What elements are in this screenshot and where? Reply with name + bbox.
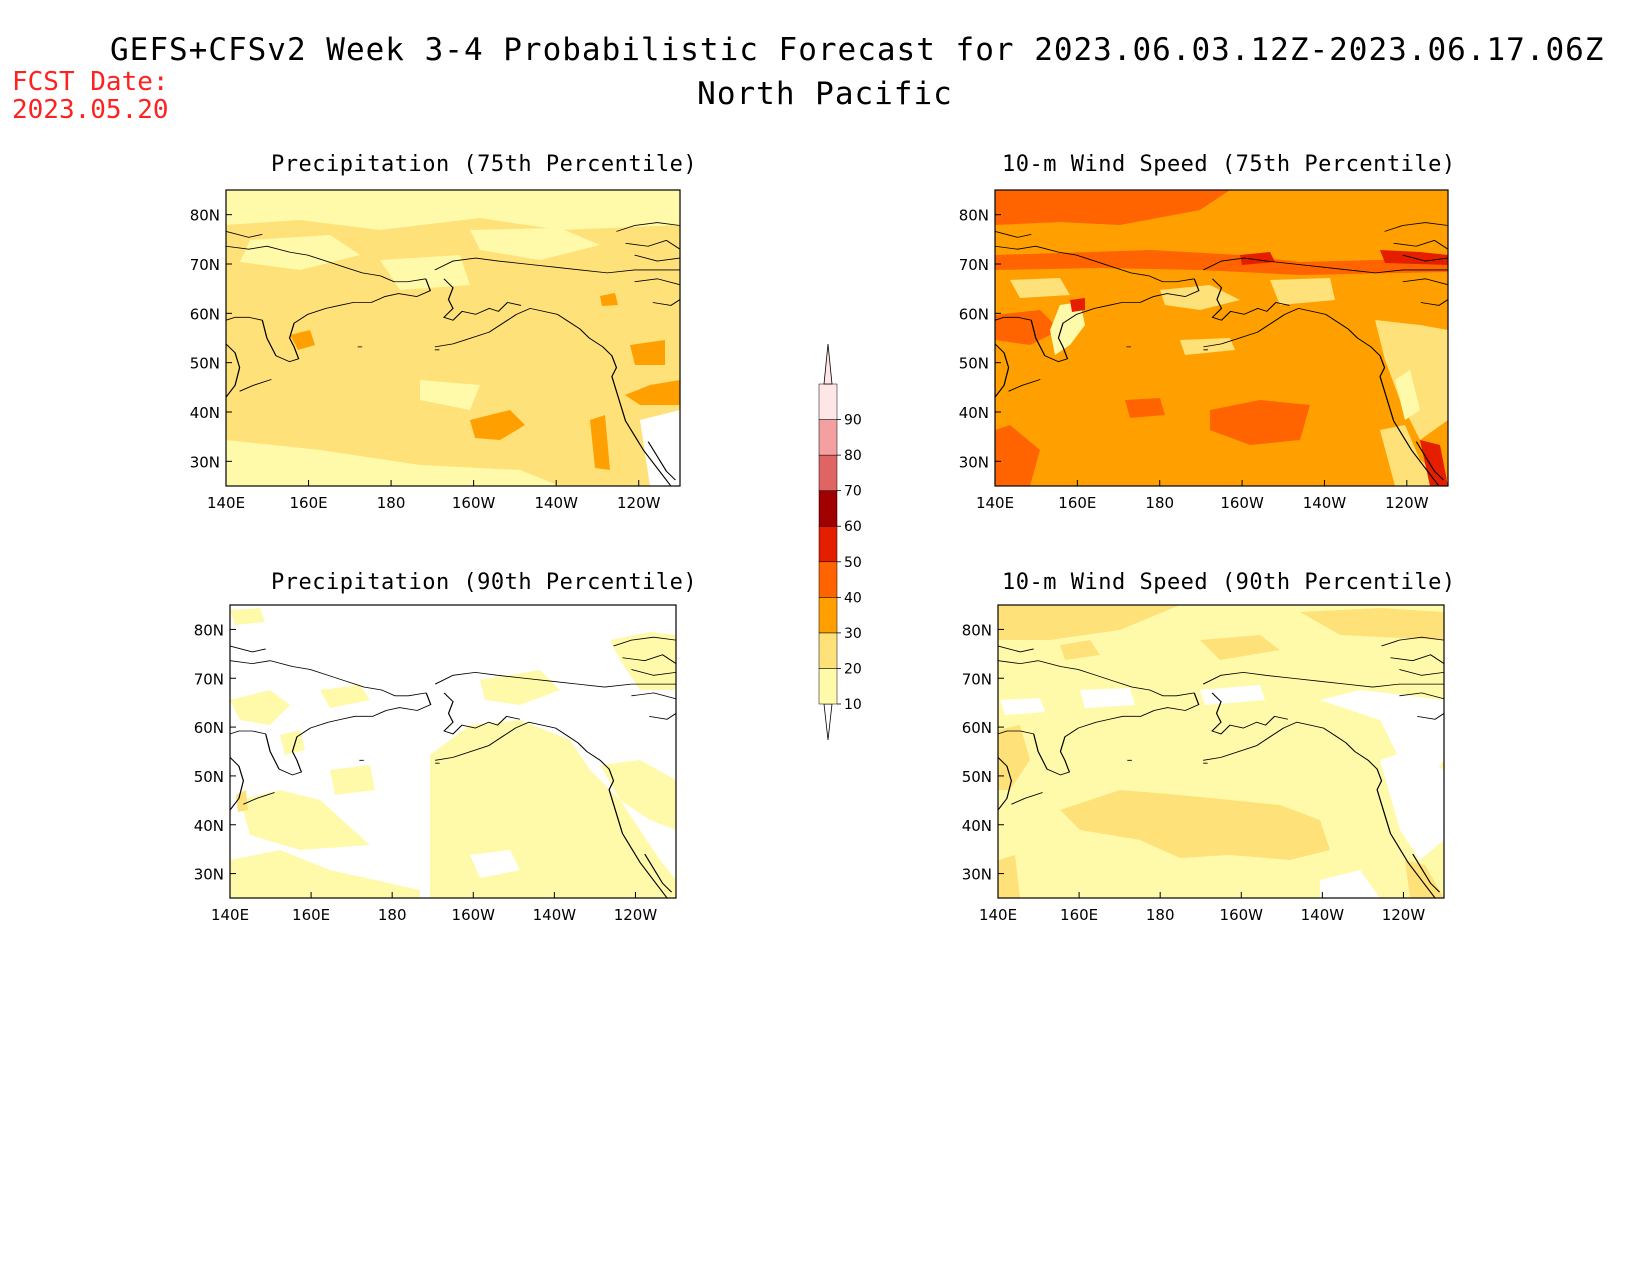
lon-tick-label: 140E	[207, 494, 245, 512]
panel-title-precip-75: Precipitation (75th Percentile)	[271, 152, 698, 177]
panel-title-wind-75: 10-m Wind Speed (75th Percentile)	[1002, 152, 1456, 177]
lat-tick-label: 50N	[959, 355, 989, 373]
colorbar-segment	[818, 454, 838, 491]
lat-tick-label: 30N	[962, 866, 992, 884]
lon-tick-label: 180	[378, 906, 407, 924]
lat-tick-label: 40N	[962, 817, 992, 835]
colorbar: 10 20 30 40 50 60 70 80 90	[818, 343, 862, 741]
lat-tick-label: 30N	[959, 453, 989, 471]
panel-title-wind-90: 10-m Wind Speed (90th Percentile)	[1002, 570, 1456, 595]
colorbar-lower-wedge	[823, 703, 833, 741]
lat-tick-label: 80N	[959, 207, 989, 225]
map-precip-75	[225, 189, 681, 487]
lon-tick-label: 180	[377, 494, 406, 512]
lat-tick-label: 80N	[962, 621, 992, 639]
lon-tick-label: 140W	[533, 906, 577, 924]
lat-tick-label: 40N	[194, 817, 224, 835]
colorbar-label: 20	[844, 661, 862, 677]
colorbar-segment	[818, 632, 838, 669]
lat-tick-label: 50N	[194, 768, 224, 786]
lon-tick-label: 160E	[292, 906, 330, 924]
lat-tick-label: 60N	[194, 719, 224, 737]
lat-tick-label: 80N	[190, 207, 220, 225]
lon-tick-label: 140W	[534, 494, 578, 512]
lon-tick-label: 140E	[211, 906, 249, 924]
lon-tick-label: 180	[1146, 906, 1175, 924]
lon-tick-label: 180	[1145, 494, 1174, 512]
main-title-line1: GEFS+CFSv2 Week 3-4 Probabilistic Foreca…	[110, 32, 1605, 68]
colorbar-label: 30	[844, 626, 862, 642]
colorbar-segment	[818, 419, 838, 456]
colorbar-label: 70	[844, 484, 862, 500]
colorbar-label: 50	[844, 555, 862, 571]
lon-tick-label: 160W	[452, 906, 496, 924]
lat-tick-label: 60N	[962, 719, 992, 737]
lat-tick-label: 50N	[962, 768, 992, 786]
colorbar-upper-wedge	[823, 343, 833, 385]
map-precip-90	[229, 604, 677, 899]
lat-tick-label: 60N	[190, 305, 220, 323]
forecast-date-value: 2023.05.20	[12, 95, 169, 125]
colorbar-segment	[818, 597, 838, 634]
lon-tick-label: 120W	[1385, 494, 1429, 512]
lon-tick-label: 160E	[289, 494, 327, 512]
lon-tick-label: 160W	[1220, 906, 1264, 924]
lat-tick-label: 50N	[190, 355, 220, 373]
colorbar-label: 60	[844, 519, 862, 535]
colorbar-label: 10	[844, 697, 862, 713]
map-wind-90	[997, 604, 1445, 899]
lon-tick-label: 140W	[1303, 494, 1347, 512]
colorbar-label: 90	[844, 413, 862, 429]
forecast-date-label: FCST Date:	[12, 67, 169, 97]
lon-tick-label: 140E	[976, 494, 1014, 512]
lat-tick-label: 70N	[194, 670, 224, 688]
lon-tick-label: 120W	[1382, 906, 1426, 924]
colorbar-segment	[818, 668, 838, 705]
lon-tick-label: 120W	[614, 906, 658, 924]
colorbar-label: 40	[844, 590, 862, 606]
map-wind-75	[994, 189, 1449, 487]
colorbar-segment	[818, 561, 838, 598]
lat-tick-label: 70N	[962, 670, 992, 688]
lat-tick-label: 70N	[959, 256, 989, 274]
lon-tick-label: 120W	[617, 494, 661, 512]
lat-tick-label: 60N	[959, 305, 989, 323]
lon-tick-label: 140E	[979, 906, 1017, 924]
lon-tick-label: 160W	[452, 494, 496, 512]
panel-title-precip-90: Precipitation (90th Percentile)	[271, 570, 698, 595]
lat-tick-label: 40N	[959, 404, 989, 422]
lat-tick-label: 70N	[190, 256, 220, 274]
forecast-date: FCST Date: 2023.05.20	[12, 68, 169, 124]
lon-tick-label: 140W	[1301, 906, 1345, 924]
colorbar-segment	[818, 490, 838, 527]
lon-tick-label: 160E	[1058, 494, 1096, 512]
lat-tick-label: 30N	[194, 866, 224, 884]
colorbar-label: 80	[844, 448, 862, 464]
colorbar-segment	[818, 525, 838, 563]
lon-tick-label: 160W	[1220, 494, 1264, 512]
lat-tick-label: 30N	[190, 453, 220, 471]
lat-tick-label: 40N	[190, 404, 220, 422]
lat-tick-label: 80N	[194, 621, 224, 639]
main-title-line2: North Pacific	[697, 76, 953, 112]
lon-tick-label: 160E	[1060, 906, 1098, 924]
colorbar-segment	[818, 383, 838, 420]
